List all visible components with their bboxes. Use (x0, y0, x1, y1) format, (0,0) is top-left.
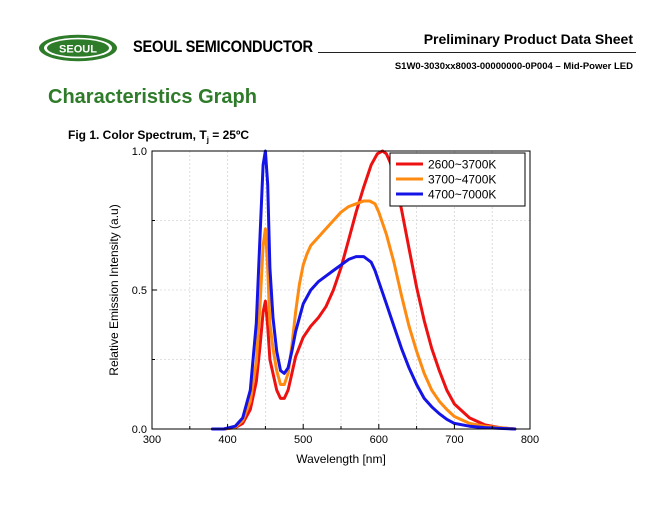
x-axis-label: Wavelength [nm] (296, 452, 386, 466)
figure-caption-tail: = 25ºC (208, 128, 249, 142)
company-name: SEOUL SEMICONDUCTOR (133, 37, 313, 56)
y-tick-label: 0.0 (132, 424, 147, 436)
x-tick-label: 300 (143, 434, 161, 446)
x-tick-label: 700 (445, 434, 463, 446)
axis-layer: 300 400 500 600 700 800 0.0 0.5 1.0 (132, 146, 539, 446)
seoul-logo: SEOUL (39, 34, 117, 62)
legend-label-3: 4700~7000K (428, 188, 496, 202)
header-rule (318, 52, 636, 53)
part-number: S1W0-3030xx8003-00000000-0P004 – Mid-Pow… (394, 61, 633, 72)
series-line-1 (211, 149, 517, 431)
series-line-2 (211, 199, 517, 431)
figure-caption-subscript: j (206, 135, 209, 145)
document-title: Preliminary Product Data Sheet (423, 31, 633, 47)
x-tick-label: 800 (521, 434, 539, 446)
y-axis-label: Relative Emission Intensity (a.u) (107, 204, 121, 375)
logo-text: SEOUL (59, 44, 97, 56)
legend-label-2: 3700~4700K (428, 173, 496, 187)
series-line-3 (211, 149, 517, 431)
x-tick-label: 400 (218, 434, 236, 446)
figure-caption: Fig 1. Color Spectrum, Tj = 25ºC (68, 128, 249, 144)
y-tick-label: 1.0 (132, 146, 147, 158)
figure-caption-main: Fig 1. Color Spectrum, T (68, 128, 207, 142)
y-tick-label: 0.5 (132, 285, 147, 297)
series-layer (211, 149, 517, 431)
section-title: Characteristics Graph (48, 86, 257, 108)
x-tick-label: 500 (294, 434, 312, 446)
legend-label-1: 2600~3700K (428, 158, 496, 172)
x-tick-label: 600 (370, 434, 388, 446)
